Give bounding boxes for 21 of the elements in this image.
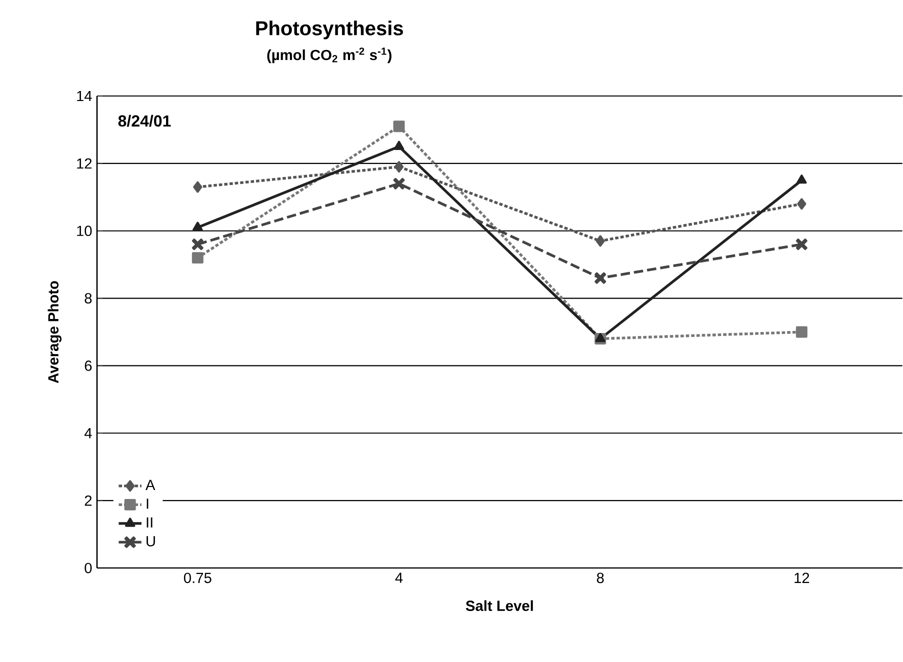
y-tick-label: 10 xyxy=(77,226,92,236)
chart-title: Photosynthesis xyxy=(256,20,403,40)
y-tick-label: 0 xyxy=(84,562,92,574)
legend-label: II xyxy=(146,517,152,528)
chart-subtitle: (µmol CO$_{2}$ m$^{-2}$ s$^{-1}$) xyxy=(267,48,392,64)
y-tick-label: 14 xyxy=(77,90,92,102)
y-tick-label: 6 xyxy=(84,360,92,371)
y-axis-title: Average Photo xyxy=(48,281,62,384)
legend-label: A xyxy=(146,480,156,490)
y-tick-label: 12 xyxy=(77,158,92,169)
x-tick-label: 12 xyxy=(794,572,810,583)
x-axis-title: Salt Level xyxy=(466,600,533,612)
y-tick-label: 8 xyxy=(84,293,92,304)
legend-label: I xyxy=(146,498,148,509)
x-tick-label: 4 xyxy=(395,572,403,583)
y-tick-label: 4 xyxy=(84,428,92,438)
x-tick-label: 0.75 xyxy=(184,572,212,584)
legend-label: U xyxy=(146,536,155,546)
y-tick-label: 2 xyxy=(84,495,92,506)
x-tick-label: 8 xyxy=(596,572,604,584)
annotation: 8/24/01 xyxy=(118,114,171,127)
